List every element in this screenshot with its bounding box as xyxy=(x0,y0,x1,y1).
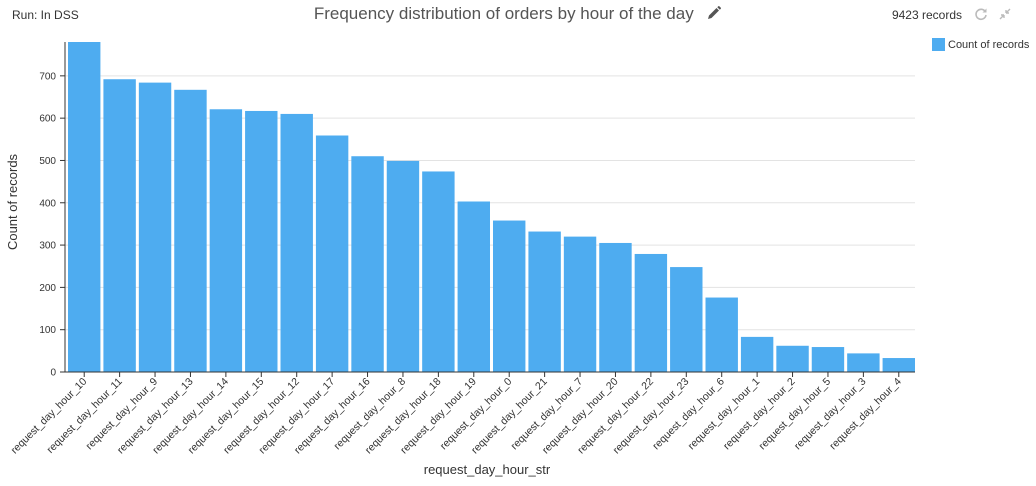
bar-request-day-hour-9[interactable] xyxy=(138,82,172,372)
bars xyxy=(68,42,915,373)
bar-request-day-hour-10[interactable] xyxy=(68,42,101,372)
x-tick-labels: request_day_hour_10request_day_hour_11re… xyxy=(9,376,904,457)
chart-header: Run: In DSS Frequency distribution of or… xyxy=(0,0,1036,32)
chart-title: Frequency distribution of orders by hour… xyxy=(313,4,694,23)
bar-request-day-hour-5[interactable] xyxy=(811,347,845,372)
bar-request-day-hour-23[interactable] xyxy=(670,267,703,372)
x-axis-title: request_day_hour_str xyxy=(424,462,551,477)
y-tick-label: 600 xyxy=(39,114,56,125)
records-count: 9423 records xyxy=(891,8,962,22)
y-tick-label: 300 xyxy=(39,241,56,252)
bar-request-day-hour-3[interactable] xyxy=(847,353,880,372)
bar-request-day-hour-12[interactable] xyxy=(280,113,313,372)
bar-request-day-hour-18[interactable] xyxy=(422,171,455,372)
bar-request-day-hour-21[interactable] xyxy=(528,231,561,372)
bar-request-day-hour-16[interactable] xyxy=(351,156,384,372)
bar-request-day-hour-22[interactable] xyxy=(634,253,668,372)
bar-request-day-hour-11[interactable] xyxy=(103,79,136,372)
bar-request-day-hour-20[interactable] xyxy=(599,242,632,372)
bar-request-day-hour-15[interactable] xyxy=(245,110,278,372)
y-tick-label: 100 xyxy=(39,325,56,336)
y-tick-label: 200 xyxy=(39,283,56,294)
bar-request-day-hour-7[interactable] xyxy=(563,236,597,372)
bar-request-day-hour-0[interactable] xyxy=(493,220,526,372)
y-tick-label: 0 xyxy=(50,368,56,379)
refresh-icon[interactable] xyxy=(974,7,988,21)
y-axis-title: Count of records xyxy=(5,153,20,250)
bar-request-day-hour-1[interactable] xyxy=(740,336,774,372)
collapse-icon[interactable] xyxy=(998,7,1012,21)
bar-request-day-hour-17[interactable] xyxy=(315,135,349,373)
y-tick-label: 500 xyxy=(39,156,56,167)
legend-label: Count of records xyxy=(948,38,1030,51)
bar-request-day-hour-14[interactable] xyxy=(209,109,243,373)
legend-swatch xyxy=(932,38,945,51)
legend[interactable]: Count of records xyxy=(932,38,1029,51)
axes xyxy=(60,42,915,377)
bar-request-day-hour-4[interactable] xyxy=(882,358,915,372)
y-tick-label: 400 xyxy=(39,198,56,209)
y-tick-label: 700 xyxy=(39,71,56,82)
bar-request-day-hour-2[interactable] xyxy=(776,345,809,372)
title-wrap: Frequency distribution of orders by hour… xyxy=(0,4,1036,24)
bar-request-day-hour-13[interactable] xyxy=(174,89,207,373)
y-tick-labels: 0 100 200 300 400 500 600 700 xyxy=(39,71,56,378)
bar-request-day-hour-6[interactable] xyxy=(705,297,738,372)
run-label: Run: In DSS xyxy=(12,8,79,22)
x-tick-label: request_day_hour_4 xyxy=(827,376,904,453)
bar-request-day-hour-19[interactable] xyxy=(457,201,490,373)
bar-request-day-hour-8[interactable] xyxy=(386,160,420,372)
pencil-icon[interactable] xyxy=(706,5,722,21)
